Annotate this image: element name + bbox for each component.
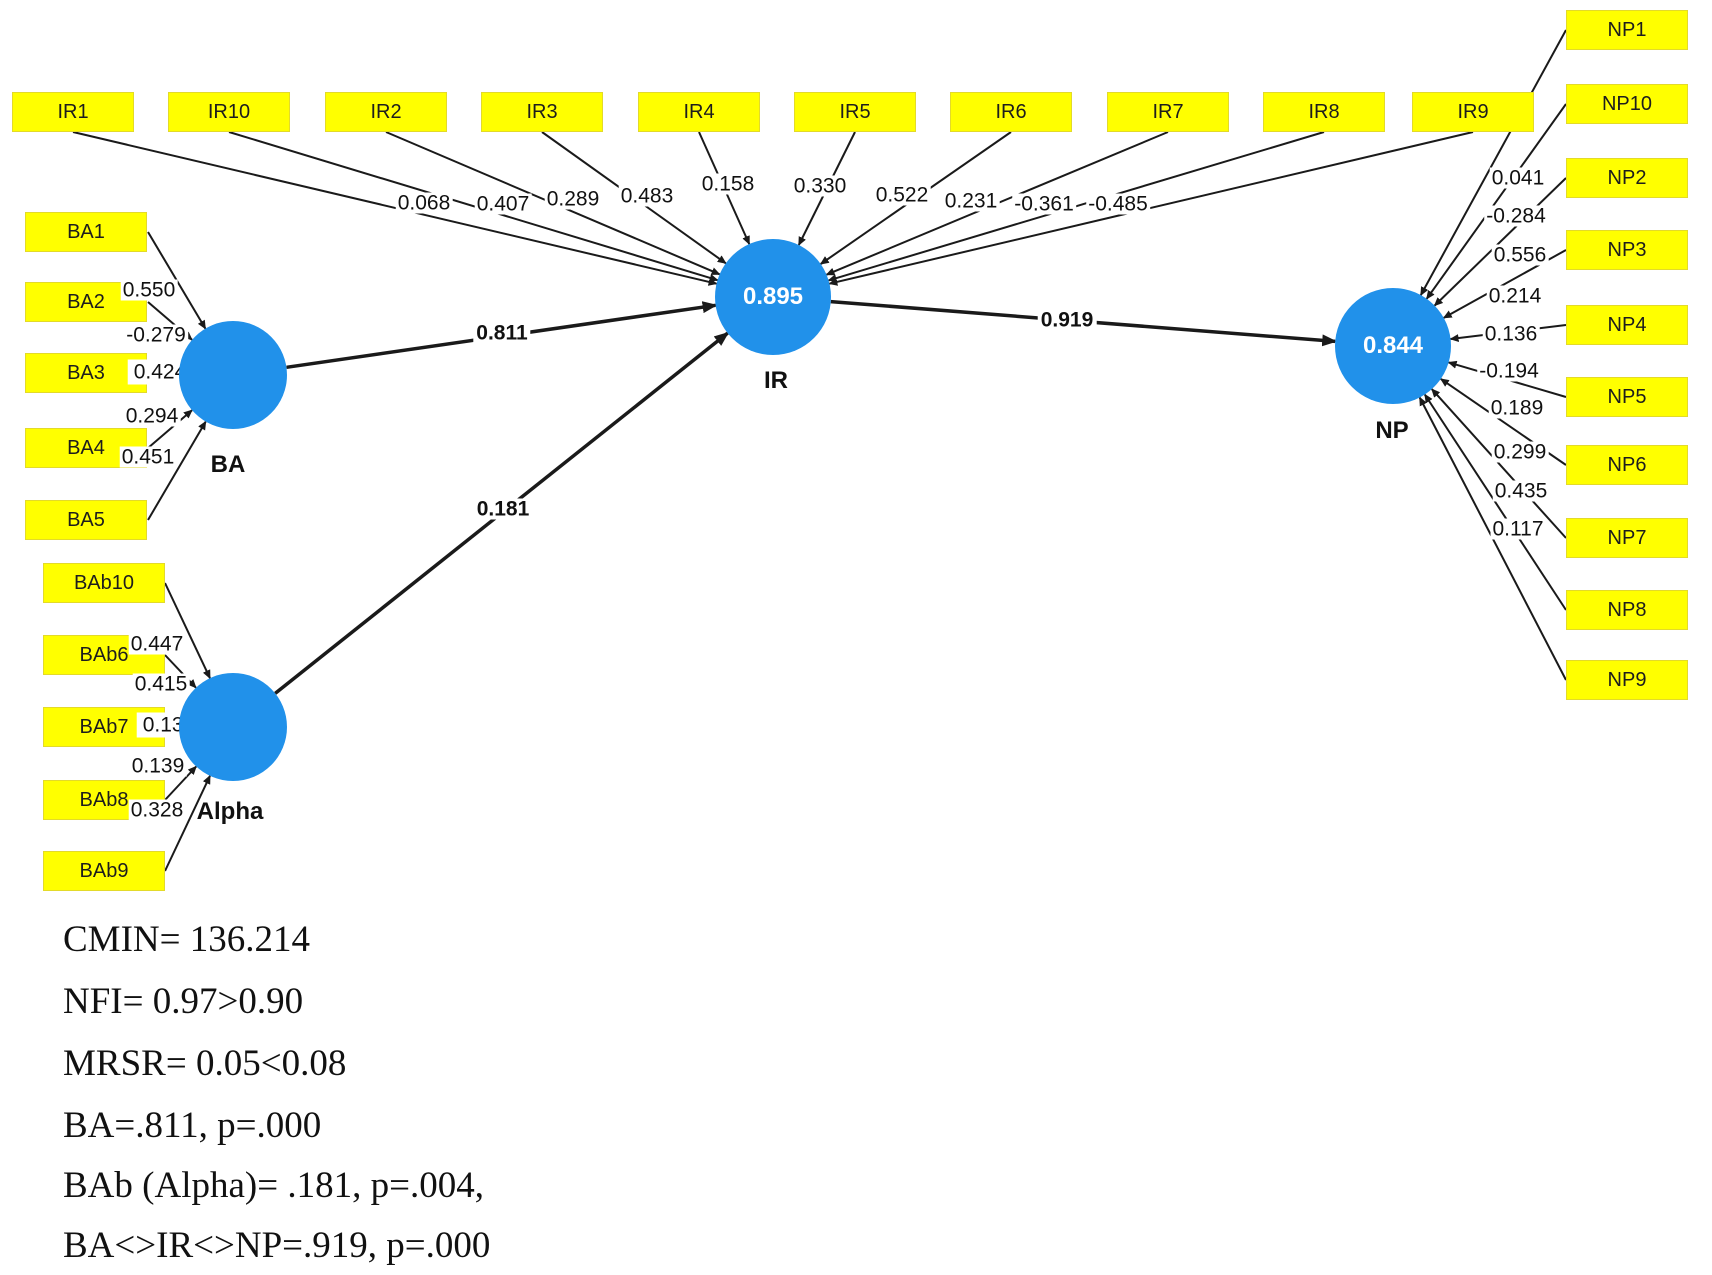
stat-mrsr: MRSR= 0.05<0.08	[63, 1043, 347, 1084]
loading-np4: 0.136	[1482, 322, 1540, 346]
loading-ir8: -0.361	[1012, 192, 1076, 216]
np-r-squared: 0.844	[1362, 332, 1424, 359]
path-coefficient-ir-np: 0.919	[1037, 309, 1097, 331]
indicator-box-np8: NP8	[1566, 590, 1688, 630]
indicator-box-np1: NP1	[1566, 10, 1688, 50]
latent-ba-circle	[179, 321, 287, 429]
indicator-box-bab6: BAb6	[43, 635, 165, 675]
loading-ir6: 0.522	[873, 183, 931, 207]
indicator-box-bab9: BAb9	[43, 851, 165, 891]
latent-np-circle: 0.844	[1335, 288, 1451, 404]
indicator-box-np10: NP10	[1566, 84, 1688, 124]
stat-ba-ir-np: BA<>IR<>NP=.919, p=.000	[63, 1225, 491, 1266]
loading-ir10: 0.407	[474, 192, 532, 216]
latent-alpha-label: Alpha	[196, 798, 264, 825]
loading-np10: -0.284	[1484, 204, 1548, 228]
loading-np1: 0.041	[1489, 166, 1547, 190]
loading-np7: 0.299	[1491, 440, 1549, 464]
indicator-box-np5: NP5	[1566, 377, 1688, 417]
indicator-box-ir1: IR1	[12, 92, 134, 132]
loading-ba5: 0.451	[119, 445, 177, 469]
loading-bab6: 0.415	[132, 672, 190, 696]
indicator-box-ir10: IR10	[168, 92, 290, 132]
indicator-box-ir2: IR2	[325, 92, 447, 132]
indicator-box-ir3: IR3	[481, 92, 603, 132]
loading-np8: 0.435	[1492, 479, 1550, 503]
stat-cmin: CMIN= 136.214	[63, 919, 310, 960]
loading-ba2: -0.279	[124, 323, 188, 347]
loading-np9: 0.117	[1490, 517, 1546, 541]
stat-nfi: NFI= 0.97>0.90	[63, 981, 304, 1022]
latent-ba-label: BA	[210, 451, 246, 478]
structural-path-arrows	[274, 299, 1338, 695]
indicator-box-ba3: BA3	[25, 353, 147, 393]
indicator-box-ir9: IR9	[1412, 92, 1534, 132]
path-coefficient-alpha-ir: 0.181	[473, 498, 533, 520]
indicator-box-np4: NP4	[1566, 305, 1688, 345]
loading-np2: 0.556	[1491, 243, 1549, 267]
stat-bab-path: BAb (Alpha)= .181, p=.004,	[63, 1165, 484, 1206]
loading-ir1: 0.068	[395, 191, 453, 215]
loading-bab9: 0.328	[128, 798, 186, 822]
loading-np6: 0.189	[1488, 396, 1546, 420]
stat-ba-path: BA=.811, p=.000	[63, 1105, 322, 1146]
loading-np3: 0.214	[1486, 284, 1544, 308]
loading-ir3: 0.483	[618, 184, 676, 208]
indicator-box-np7: NP7	[1566, 518, 1688, 558]
latent-alpha-circle	[179, 673, 287, 781]
indicator-box-np2: NP2	[1566, 158, 1688, 198]
latent-np-label: NP	[1375, 417, 1409, 444]
loading-ba1: 0.550	[120, 278, 178, 302]
indicator-box-ba5: BA5	[25, 500, 147, 540]
loading-ba4: 0.294	[123, 404, 181, 428]
indicator-box-ba1: BA1	[25, 212, 147, 252]
latent-ir-label: IR	[764, 367, 788, 394]
loading-bab8: 0.139	[129, 754, 187, 778]
loading-np5: -0.194	[1477, 359, 1541, 383]
latent-ir-circle: 0.895	[715, 239, 831, 355]
loading-ir7: 0.231	[942, 189, 1000, 213]
indicator-box-ir4: IR4	[638, 92, 760, 132]
indicator-box-ir7: IR7	[1107, 92, 1229, 132]
indicator-box-ir5: IR5	[794, 92, 916, 132]
indicator-box-np3: NP3	[1566, 230, 1688, 270]
loading-bab10: 0.447	[128, 632, 186, 656]
loading-ir2: 0.289	[544, 187, 602, 211]
ir-r-squared: 0.895	[742, 283, 804, 310]
indicator-box-ir6: IR6	[950, 92, 1072, 132]
path-coefficient-ba-ir: 0.811	[473, 322, 531, 344]
indicator-box-ir8: IR8	[1263, 92, 1385, 132]
indicator-box-bab10: BAb10	[43, 563, 165, 603]
indicator-box-np6: NP6	[1566, 445, 1688, 485]
indicator-box-ba2: BA2	[25, 282, 147, 322]
indicator-box-np9: NP9	[1566, 660, 1688, 700]
loading-ir5: 0.330	[791, 174, 849, 198]
loading-ir9: -0.485	[1086, 192, 1150, 216]
loading-ir4: 0.158	[699, 172, 757, 196]
